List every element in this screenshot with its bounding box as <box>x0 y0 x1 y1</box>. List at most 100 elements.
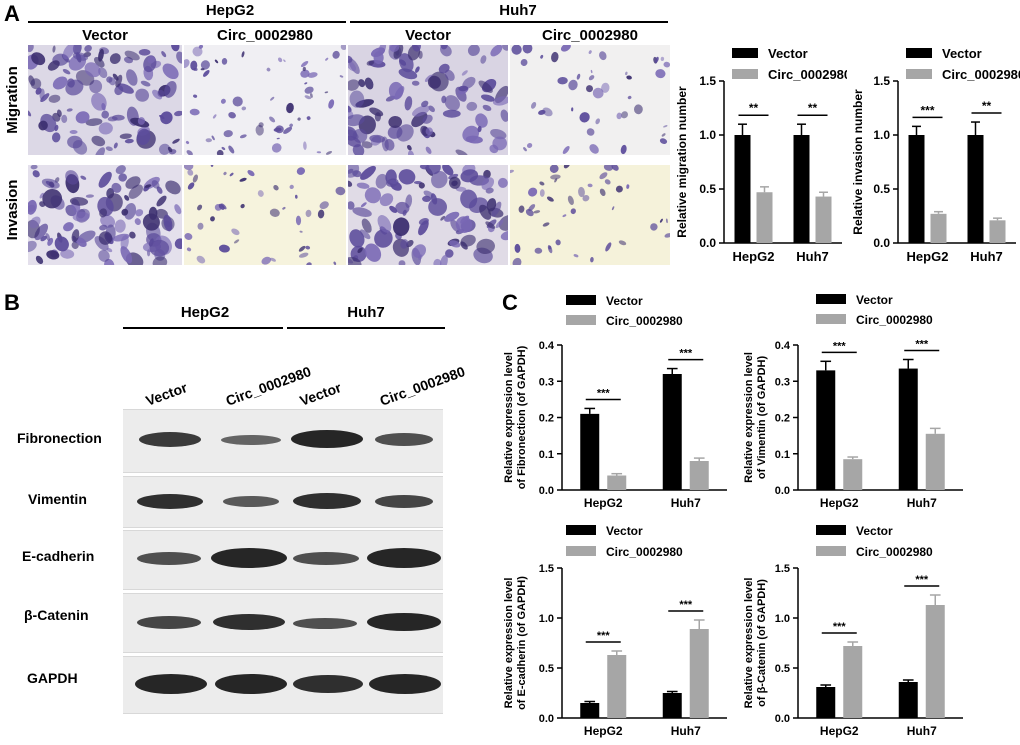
legend-swatch <box>732 69 758 79</box>
significance-label: ** <box>749 101 759 115</box>
y-axis-label: Relative expression level <box>743 578 755 709</box>
bar <box>793 135 810 243</box>
micrograph-invasion-huh7-circ <box>510 165 670 265</box>
blot-label-vimentin: Vimentin <box>28 491 87 507</box>
band <box>137 616 201 629</box>
y-tick-label: 0.0 <box>873 236 890 250</box>
band <box>215 674 287 694</box>
blot-label-fibronection: Fibronection <box>17 430 102 446</box>
y-tick-label: 1.5 <box>873 74 890 88</box>
y-axis-label: of Fibronection (of GAPDH) <box>516 345 528 489</box>
band <box>369 674 441 694</box>
bar <box>815 196 832 243</box>
legend-swatch <box>566 546 596 556</box>
row-label-migration: Migration <box>4 66 21 134</box>
blot-strip-b-catenin <box>123 593 443 653</box>
significance-label: *** <box>597 387 611 399</box>
band <box>211 548 287 568</box>
y-tick-label: 0.0 <box>539 713 554 725</box>
y-tick-label: 0.0 <box>775 485 790 497</box>
micrograph-invasion-hepg2-circ <box>184 165 346 265</box>
panel-a-group-hepg2: HepG2 <box>205 2 255 19</box>
x-tick-label: HepG2 <box>820 496 859 510</box>
micrograph-migration-huh7-vector <box>348 45 508 155</box>
x-tick-label: HepG2 <box>820 724 859 738</box>
legend-label: Vector <box>942 46 982 61</box>
micrograph-migration-huh7-circ <box>510 45 670 155</box>
band <box>293 493 361 509</box>
x-tick-label: HepG2 <box>584 724 623 738</box>
blot-group-line-huh7 <box>287 327 445 329</box>
lane-label-vector-2: Vector <box>298 379 344 409</box>
blot-label-e-cadherin: E-cadherin <box>22 548 95 564</box>
bar <box>734 135 751 243</box>
band <box>293 675 363 693</box>
legend-swatch <box>906 69 932 79</box>
legend-label: Circ_0002980 <box>856 545 933 559</box>
blot-label-b-catenin: β-Catenin <box>24 607 89 623</box>
band <box>367 613 441 631</box>
x-tick-label: Huh7 <box>907 724 937 738</box>
micrograph-invasion-hepg2-vector <box>28 165 182 265</box>
y-tick-label: 0.3 <box>775 376 790 388</box>
legend-swatch <box>566 295 596 305</box>
col-label-circ-1: Circ_0002980 <box>217 27 313 44</box>
blot-group-hepg2: HepG2 <box>180 304 230 321</box>
y-axis-label: of E-cadherin (of GAPDH) <box>516 576 528 710</box>
panel-c-letter: C <box>502 290 518 315</box>
micrograph-migration-hepg2-circ <box>184 45 346 155</box>
x-tick-label: HepG2 <box>584 496 623 510</box>
y-axis-label: Relative migration number <box>675 86 689 238</box>
band <box>367 548 441 568</box>
micrograph-migration-hepg2-vector <box>28 45 182 155</box>
significance-label: *** <box>915 574 929 586</box>
band <box>137 552 201 565</box>
chart-fibronection: Vector Circ_0002980 Relative expression le… <box>503 294 727 510</box>
bar <box>967 135 984 243</box>
bar <box>898 368 918 490</box>
bar <box>662 693 682 718</box>
significance-label: *** <box>915 339 929 351</box>
legend-label: Circ_0002980 <box>942 67 1020 82</box>
y-tick-label: 1.0 <box>699 128 716 142</box>
significance-label: *** <box>833 621 847 633</box>
significance-label: ** <box>982 99 992 113</box>
y-tick-label: 0.2 <box>539 413 554 425</box>
legend-label: Circ_0002980 <box>856 313 933 327</box>
bar <box>689 629 709 718</box>
bar <box>607 475 627 490</box>
band <box>291 430 363 448</box>
bar <box>816 687 836 718</box>
bar <box>925 605 945 718</box>
col-label-vector-2: Vector <box>405 27 451 44</box>
x-tick-label: HepG2 <box>733 249 775 264</box>
bar <box>898 682 918 718</box>
panel-a-group-line-hepg2 <box>28 21 346 23</box>
band <box>135 674 207 694</box>
band <box>139 432 201 447</box>
band <box>223 496 279 507</box>
bar <box>607 655 627 718</box>
panel-b-letter: B <box>4 290 20 315</box>
bar <box>908 135 925 243</box>
legend-label: Vector <box>768 46 808 61</box>
micrograph-invasion-huh7-vector <box>348 165 508 265</box>
chart-invasion: Vector Circ_0002980 Relative invasion numb… <box>851 46 1020 264</box>
legend-label: Vector <box>606 524 643 538</box>
bar <box>756 192 773 243</box>
y-tick-label: 0.0 <box>699 236 716 250</box>
row-labels: Migration Invasion <box>4 66 21 241</box>
blot-group-huh7: Huh7 <box>347 304 385 321</box>
panel-a-group-huh7: Huh7 <box>499 2 537 19</box>
blot-strip-e-cadherin <box>123 530 443 590</box>
y-axis-label: of β-Catenin (of GAPDH) <box>756 579 768 707</box>
band <box>375 433 433 446</box>
y-axis-label: of Vimentin (of GAPDH) <box>756 356 768 480</box>
bar <box>689 461 709 490</box>
y-axis-label: Relative expression level <box>743 352 755 483</box>
panel-a-letter: A <box>4 1 20 26</box>
legend-label: Vector <box>856 293 893 307</box>
row-label-invasion: Invasion <box>4 180 21 241</box>
y-axis-label: Relative expression level <box>503 578 515 709</box>
band <box>375 495 433 508</box>
